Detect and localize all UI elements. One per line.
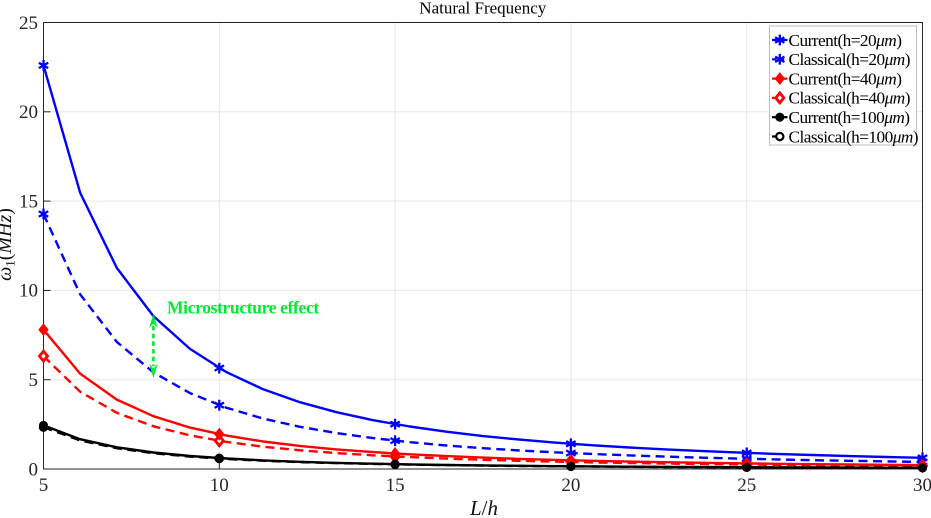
svg-text:20: 20 [19,102,38,123]
svg-text:30: 30 [913,475,931,496]
svg-text:Natural Frequency: Natural Frequency [419,0,546,18]
svg-text:Classical(h=20μm): Classical(h=20μm) [789,50,910,69]
svg-text:20: 20 [561,475,580,496]
svg-text:ω1(MHz): ω1(MHz) [0,208,18,281]
svg-text:0: 0 [29,459,39,480]
svg-text:Classical(h=40μm): Classical(h=40μm) [789,89,910,108]
svg-text:Current(h=40μm): Current(h=40μm) [789,69,902,88]
svg-text:10: 10 [19,281,38,302]
svg-text:Microstructure effect: Microstructure effect [167,298,319,318]
svg-text:10: 10 [210,475,229,496]
svg-text:Classical(h=100μm): Classical(h=100μm) [789,127,919,146]
svg-text:Current(h=20μm): Current(h=20μm) [789,31,902,50]
svg-text:5: 5 [39,475,49,496]
svg-text:5: 5 [29,370,39,391]
svg-text:Current(h=100μm): Current(h=100μm) [789,108,910,127]
svg-text:25: 25 [737,475,756,496]
svg-text:25: 25 [19,13,38,34]
svg-text:15: 15 [386,475,405,496]
svg-text:L/h: L/h [469,496,498,518]
svg-text:15: 15 [19,191,38,212]
